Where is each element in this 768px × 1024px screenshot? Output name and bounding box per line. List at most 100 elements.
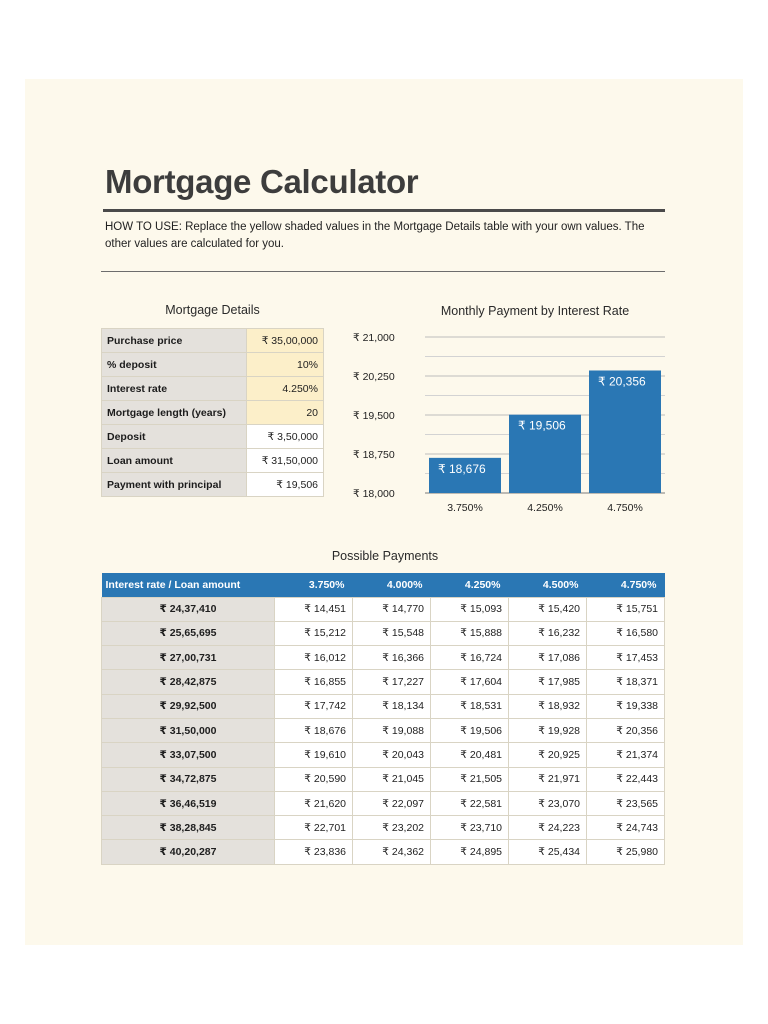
details-input-value[interactable]: 10% <box>246 352 324 377</box>
payment-cell: ₹ 21,620 <box>274 790 353 817</box>
payment-cell: ₹ 19,928 <box>508 717 587 744</box>
rate-header: 4.000% <box>352 573 431 597</box>
mortgage-details-title: Mortgage Details <box>165 303 260 317</box>
section-divider <box>101 271 665 272</box>
payment-cell: ₹ 21,505 <box>430 766 509 792</box>
payments-row: ₹ 29,92,500 ₹ 17,742 ₹ 18,134 ₹ 18,531 ₹ 18,… <box>101 693 665 719</box>
payment-cell: ₹ 19,338 <box>586 693 665 719</box>
payment-cell: ₹ 19,610 <box>274 742 353 768</box>
y-tick-label: ₹ 19,500 <box>353 410 395 422</box>
payments-row: ₹ 38,28,845 ₹ 22,701 ₹ 23,202 ₹ 23,710 ₹ 24,… <box>101 815 665 841</box>
payment-cell: ₹ 22,097 <box>352 790 431 817</box>
payment-cell: ₹ 21,971 <box>508 766 587 792</box>
chart-bars: ₹ 18,676 ₹ 19,506 ₹ 20,356 <box>429 370 661 493</box>
payment-cell: ₹ 24,362 <box>352 839 431 865</box>
loan-amount-cell: ₹ 27,00,731 <box>101 645 275 671</box>
loan-amount-cell: ₹ 33,07,500 <box>101 742 275 768</box>
payments-row: ₹ 36,46,519 ₹ 21,620 ₹ 22,097 ₹ 22,581 ₹ 23,… <box>101 790 665 817</box>
payment-cell: ₹ 16,366 <box>352 645 431 671</box>
x-tick-label: 4.750% <box>607 502 643 514</box>
payment-cell: ₹ 23,836 <box>274 839 353 865</box>
payment-cell: ₹ 17,453 <box>586 645 665 671</box>
loan-amount-cell: ₹ 28,42,875 <box>101 669 275 695</box>
rate-header: 3.750% <box>274 573 353 597</box>
loan-amount-cell: ₹ 31,50,000 <box>101 717 275 744</box>
x-tick-label: 4.250% <box>527 502 563 514</box>
details-row: Purchase price ₹ 35,00,000 <box>100 328 324 353</box>
possible-payments-table: Interest rate / Loan amount 3.750% 4.000%… <box>101 573 665 865</box>
details-input-value[interactable]: 20 <box>246 400 324 425</box>
payment-cell: ₹ 25,434 <box>508 839 587 865</box>
payment-cell: ₹ 14,770 <box>352 596 431 622</box>
payment-cell: ₹ 22,581 <box>430 790 509 817</box>
payment-cell: ₹ 15,212 <box>274 620 353 647</box>
payments-row: ₹ 28,42,875 ₹ 16,855 ₹ 17,227 ₹ 17,604 ₹ 17,… <box>101 669 665 695</box>
payment-cell: ₹ 18,932 <box>508 693 587 719</box>
chart-title: Monthly Payment by Interest Rate <box>440 304 630 318</box>
payment-cell: ₹ 19,088 <box>352 717 431 744</box>
chart-y-axis: ₹ 18,000 ₹ 18,750 ₹ 19,500 ₹ 20,250 ₹ 21,000 <box>353 332 395 500</box>
loan-amount-cell: ₹ 36,46,519 <box>101 790 275 817</box>
how-to-use-text: HOW TO USE: Replace the yellow shaded va… <box>105 221 645 250</box>
bar-data-label: ₹ 19,506 <box>518 419 566 433</box>
bar <box>589 370 661 493</box>
details-input-value[interactable]: ₹ 35,00,000 <box>246 328 324 353</box>
page-title: Mortgage Calculator <box>105 163 419 200</box>
payments-row: ₹ 33,07,500 ₹ 19,610 ₹ 20,043 ₹ 20,481 ₹ 20,… <box>101 742 665 768</box>
rate-header: 4.250% <box>430 573 509 597</box>
details-label: Mortgage length (years) <box>100 400 248 425</box>
title-rule <box>103 209 665 212</box>
details-label: % deposit <box>100 352 248 377</box>
payments-row: ₹ 34,72,875 ₹ 20,590 ₹ 21,045 ₹ 21,505 ₹ 21,… <box>101 766 665 792</box>
payment-cell: ₹ 18,531 <box>430 693 509 719</box>
y-tick-label: ₹ 18,000 <box>353 488 395 500</box>
payment-cell: ₹ 17,227 <box>352 669 431 695</box>
payment-cell: ₹ 23,070 <box>508 790 587 817</box>
payment-cell: ₹ 17,742 <box>274 693 353 719</box>
details-row: Loan amount ₹ 31,50,000 <box>100 448 324 473</box>
payment-cell: ₹ 20,481 <box>430 742 509 768</box>
x-tick-label: 3.750% <box>447 502 483 514</box>
possible-payments-title: Possible Payments <box>331 549 439 563</box>
payment-cell: ₹ 22,701 <box>274 815 353 841</box>
bar-data-label: ₹ 18,676 <box>438 462 486 476</box>
payment-cell: ₹ 16,855 <box>274 669 353 695</box>
payment-cell: ₹ 16,580 <box>586 620 665 647</box>
payment-cell: ₹ 25,980 <box>586 839 665 865</box>
loan-amount-cell: ₹ 38,28,845 <box>101 815 275 841</box>
corner-header: Interest rate / Loan amount <box>101 573 275 597</box>
payment-cell: ₹ 22,443 <box>586 766 665 792</box>
details-label: Deposit <box>100 424 248 449</box>
bar <box>509 414 581 493</box>
payment-cell: ₹ 17,604 <box>430 669 509 695</box>
payment-cell: ₹ 15,420 <box>508 596 587 622</box>
payments-header-row: Interest rate / Loan amount 3.750% 4.000%… <box>101 573 665 597</box>
payment-cell: ₹ 24,895 <box>430 839 509 865</box>
payment-cell: ₹ 15,751 <box>586 596 665 622</box>
y-tick-label: ₹ 18,750 <box>353 449 395 461</box>
mortgage-details-table: Purchase price ₹ 35,00,000% deposit 10% Int… <box>100 328 324 497</box>
payment-cell: ₹ 23,710 <box>430 815 509 841</box>
details-row: Mortgage length (years) 20 <box>100 400 324 425</box>
chart-x-axis: 3.750% 4.250% 4.750% <box>447 502 643 514</box>
details-input-value[interactable]: 4.250% <box>246 376 324 401</box>
payment-cell: ₹ 15,888 <box>430 620 509 647</box>
bar <box>429 457 501 493</box>
bar-data-label: ₹ 20,356 <box>598 374 646 388</box>
payment-cell: ₹ 18,371 <box>586 669 665 695</box>
document-sheet: Mortgage Calculator HOW TO USE: Replace … <box>25 79 743 945</box>
payment-cell: ₹ 20,590 <box>274 766 353 792</box>
details-row: Deposit ₹ 3,50,000 <box>100 424 324 449</box>
payment-cell: ₹ 21,374 <box>586 742 665 768</box>
payment-cell: ₹ 15,548 <box>352 620 431 647</box>
y-tick-label: ₹ 21,000 <box>353 332 395 344</box>
payment-cell: ₹ 16,724 <box>430 645 509 671</box>
payment-cell: ₹ 24,223 <box>508 815 587 841</box>
details-label: Payment with principal <box>100 472 248 497</box>
loan-amount-cell: ₹ 40,20,287 <box>101 839 275 865</box>
details-calculated-value: ₹ 19,506 <box>246 472 324 497</box>
monthly-payment-chart: ₹ 18,000 ₹ 18,750 ₹ 19,500 ₹ 20,250 ₹ 21,000… <box>353 332 665 514</box>
details-label: Interest rate <box>100 376 248 401</box>
payment-cell: ₹ 20,356 <box>586 717 665 744</box>
payment-cell: ₹ 19,506 <box>430 717 509 744</box>
